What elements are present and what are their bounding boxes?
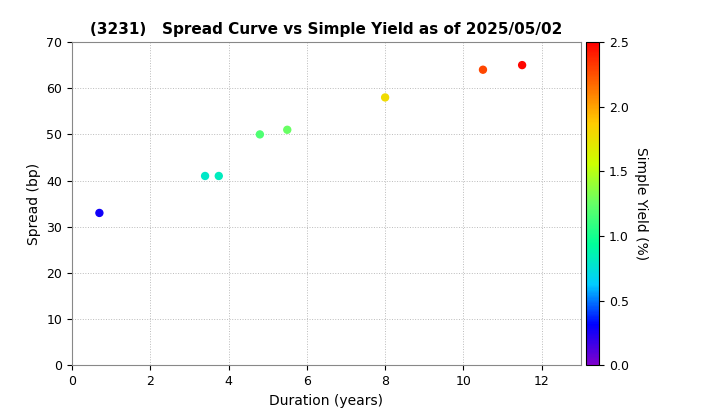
Point (282, 126, 293, 133)
Title: (3231)   Spread Curve vs Simple Yield as of 2025/05/02: (3231) Spread Curve vs Simple Yield as o… (90, 22, 562, 37)
Point (213, 173, 225, 179)
Y-axis label: Spread (bp): Spread (bp) (27, 163, 41, 245)
Point (516, 62, 528, 68)
Point (477, 66, 489, 73)
Point (379, 94, 391, 101)
X-axis label: Duration (years): Duration (years) (269, 394, 384, 408)
Point (254, 131, 266, 138)
Y-axis label: Simple Yield (%): Simple Yield (%) (634, 147, 648, 260)
Point (199, 173, 211, 179)
Point (94, 210, 105, 216)
